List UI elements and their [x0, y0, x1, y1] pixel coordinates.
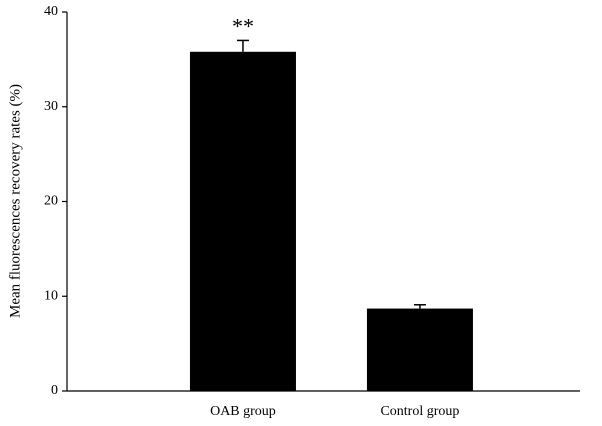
- bar: [189, 51, 296, 392]
- y-tick-label: 10: [44, 288, 58, 303]
- y-tick-label: 0: [51, 383, 58, 398]
- y-axis-label: Mean fluorescences recovery rates (%): [7, 84, 23, 318]
- x-tick-label: Control group: [380, 404, 459, 419]
- y-tick-label: 30: [44, 99, 58, 114]
- y-tick-label: 20: [44, 194, 58, 209]
- x-tick-label: OAB group: [210, 404, 276, 419]
- annotation: **: [232, 13, 254, 38]
- bar: [366, 308, 473, 391]
- y-tick-label: 40: [44, 4, 58, 19]
